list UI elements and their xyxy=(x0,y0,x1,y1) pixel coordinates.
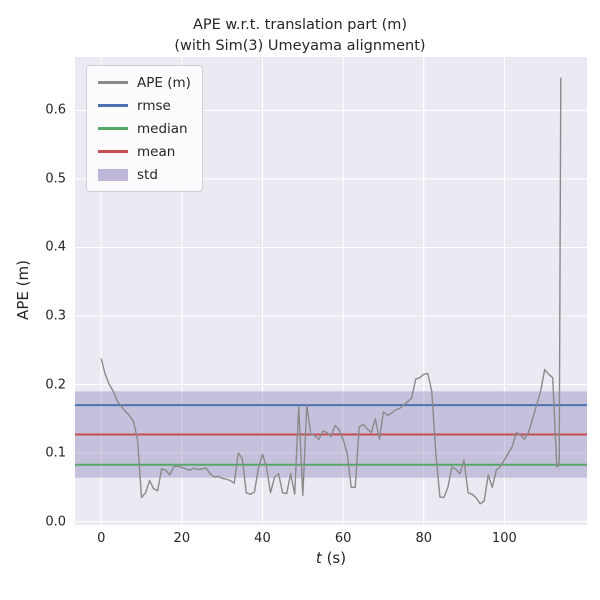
y-tick-label: 0.0 xyxy=(45,514,66,530)
legend-label: mean xyxy=(137,143,176,160)
legend-line-sample xyxy=(98,104,128,107)
x-axis-label: t (s) xyxy=(75,549,587,567)
legend-item-rmse: rmse xyxy=(98,97,191,114)
y-tick-label: 0.1 xyxy=(45,445,66,461)
x-axis-label-variable: t xyxy=(315,549,322,567)
plot-area xyxy=(75,57,587,525)
x-tick-label: 60 xyxy=(334,531,352,546)
legend-line-sample xyxy=(98,81,128,84)
x-axis-label-unit: (s) xyxy=(321,549,347,567)
y-tick-label: 0.3 xyxy=(45,308,66,324)
legend-line-sample xyxy=(98,150,128,153)
x-tick-label: 100 xyxy=(491,531,517,546)
legend-label: APE (m) xyxy=(137,74,191,91)
chart-title: APE w.r.t. translation part (m) (with Si… xyxy=(0,15,600,57)
legend-box: APE (m) rmse median mean std xyxy=(86,65,203,192)
x-tick-label: 40 xyxy=(254,531,271,546)
y-tick-label: 0.6 xyxy=(45,102,66,118)
legend-line-sample xyxy=(98,127,128,130)
legend-item-ape-m-: APE (m) xyxy=(98,74,191,91)
legend-band-swatch xyxy=(98,168,128,181)
y-tick-label: 0.4 xyxy=(45,239,66,255)
y-tick-label: 0.5 xyxy=(45,171,66,187)
legend-item-std: std xyxy=(98,166,191,183)
chart-title-line1: APE w.r.t. translation part (m) xyxy=(192,17,408,33)
y-tick-label: 0.2 xyxy=(45,377,66,393)
ape-series-line xyxy=(100,77,562,505)
legend-label: median xyxy=(137,120,188,137)
legend-item-mean: mean xyxy=(98,143,191,160)
x-tick-label: 20 xyxy=(173,531,191,546)
legend-label: rmse xyxy=(137,97,171,114)
legend-label: std xyxy=(137,166,158,183)
legend-item-median: median xyxy=(98,120,191,137)
x-tick-label: 0 xyxy=(97,531,106,546)
chart-title-line2: (with Sim(3) Umeyama alignment) xyxy=(174,38,426,54)
x-tick-label: 80 xyxy=(415,531,432,546)
